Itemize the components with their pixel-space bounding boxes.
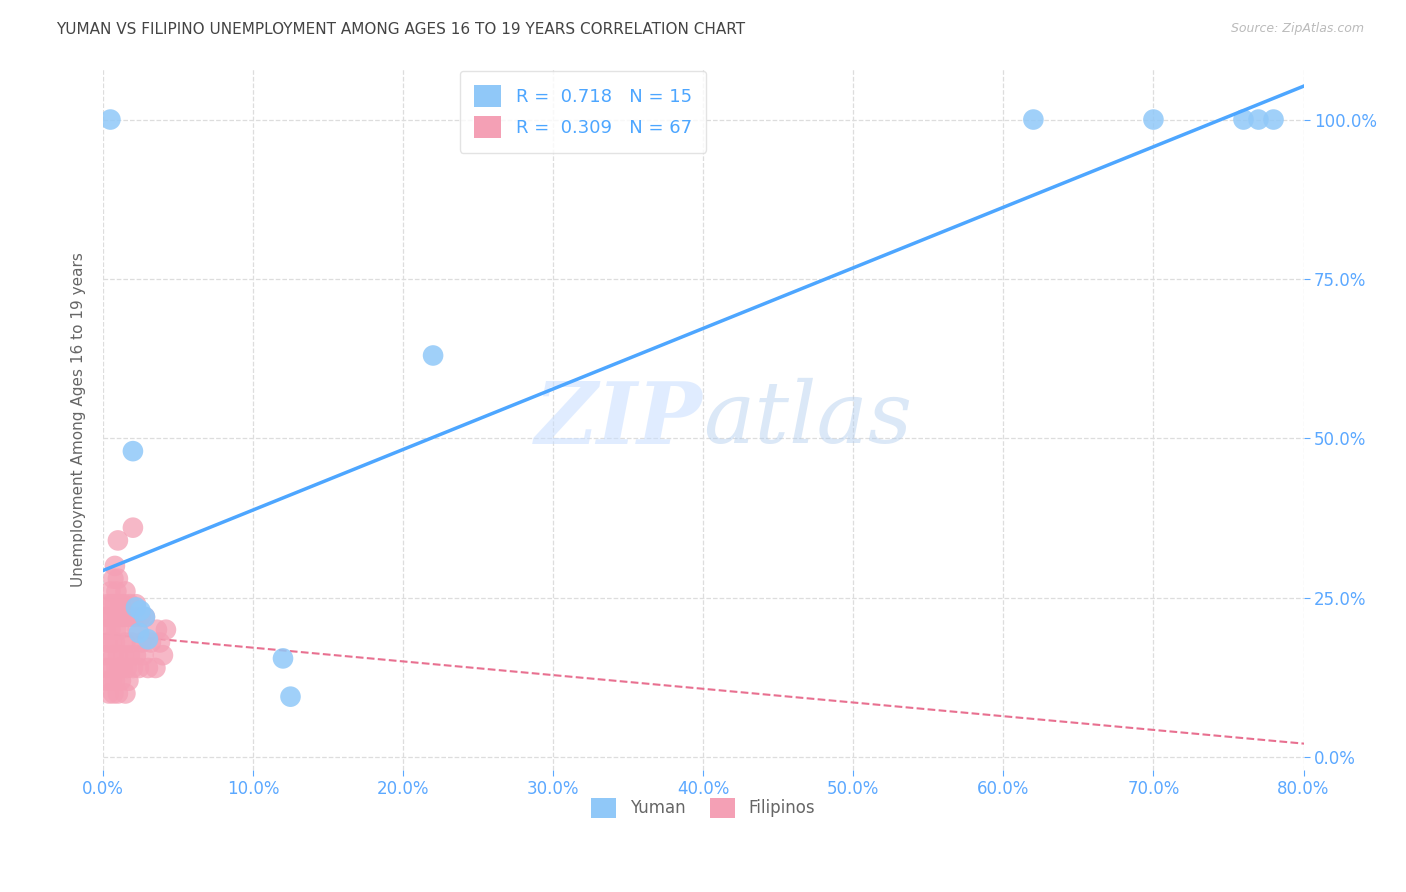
- Point: [93, 648, 115, 663]
- Point: [105, 584, 128, 599]
- Point: [103, 572, 125, 586]
- Point: [120, 635, 142, 649]
- Point: [125, 597, 148, 611]
- Point: [136, 632, 159, 647]
- Point: [108, 661, 131, 675]
- Point: [128, 661, 150, 675]
- Point: [107, 572, 129, 586]
- Point: [101, 597, 124, 611]
- Point: [155, 623, 177, 637]
- Point: [110, 597, 132, 611]
- Point: [127, 623, 149, 637]
- Point: [107, 686, 129, 700]
- Point: [104, 597, 127, 611]
- Point: [422, 349, 444, 363]
- Point: [136, 661, 159, 675]
- Point: [1232, 112, 1254, 127]
- Point: [117, 610, 139, 624]
- Point: [139, 635, 162, 649]
- Point: [111, 661, 134, 675]
- Point: [115, 610, 138, 624]
- Point: [125, 600, 148, 615]
- Point: [101, 635, 124, 649]
- Point: [280, 690, 302, 704]
- Point: [93, 610, 115, 624]
- Point: [103, 610, 125, 624]
- Point: [129, 610, 152, 624]
- Point: [104, 558, 127, 573]
- Point: [152, 648, 174, 663]
- Point: [134, 610, 156, 624]
- Point: [107, 610, 129, 624]
- Point: [114, 584, 136, 599]
- Point: [125, 648, 148, 663]
- Point: [132, 648, 155, 663]
- Point: [103, 686, 125, 700]
- Point: [122, 444, 145, 458]
- Point: [108, 623, 131, 637]
- Point: [1263, 112, 1285, 127]
- Point: [112, 597, 135, 611]
- Point: [134, 610, 156, 624]
- Point: [124, 610, 146, 624]
- Point: [100, 661, 122, 675]
- Point: [149, 635, 172, 649]
- Point: [94, 623, 117, 637]
- Legend: Yuman, Filipinos: Yuman, Filipinos: [585, 791, 823, 825]
- Point: [101, 673, 124, 688]
- Point: [271, 651, 294, 665]
- Text: YUMAN VS FILIPINO UNEMPLOYMENT AMONG AGES 16 TO 19 YEARS CORRELATION CHART: YUMAN VS FILIPINO UNEMPLOYMENT AMONG AGE…: [56, 22, 745, 37]
- Point: [100, 623, 122, 637]
- Point: [115, 661, 138, 675]
- Y-axis label: Unemployment Among Ages 16 to 19 years: Unemployment Among Ages 16 to 19 years: [72, 252, 86, 587]
- Text: ZIP: ZIP: [536, 377, 703, 461]
- Point: [110, 673, 132, 688]
- Point: [97, 686, 120, 700]
- Point: [114, 686, 136, 700]
- Point: [129, 603, 152, 617]
- Point: [100, 112, 122, 127]
- Point: [111, 610, 134, 624]
- Point: [117, 673, 139, 688]
- Point: [118, 597, 141, 611]
- Text: Source: ZipAtlas.com: Source: ZipAtlas.com: [1230, 22, 1364, 36]
- Point: [107, 533, 129, 548]
- Point: [122, 661, 145, 675]
- Point: [96, 597, 118, 611]
- Point: [131, 635, 153, 649]
- Point: [96, 635, 118, 649]
- Point: [105, 623, 128, 637]
- Point: [114, 635, 136, 649]
- Point: [103, 648, 125, 663]
- Point: [94, 661, 117, 675]
- Point: [104, 673, 127, 688]
- Point: [146, 623, 169, 637]
- Point: [118, 648, 141, 663]
- Point: [112, 648, 135, 663]
- Point: [107, 648, 129, 663]
- Point: [128, 626, 150, 640]
- Point: [104, 635, 127, 649]
- Point: [100, 584, 122, 599]
- Point: [1022, 112, 1045, 127]
- Point: [122, 521, 145, 535]
- Point: [1247, 112, 1270, 127]
- Text: atlas: atlas: [703, 378, 912, 460]
- Point: [105, 661, 128, 675]
- Point: [1142, 112, 1164, 127]
- Point: [96, 673, 118, 688]
- Point: [97, 610, 120, 624]
- Point: [145, 661, 167, 675]
